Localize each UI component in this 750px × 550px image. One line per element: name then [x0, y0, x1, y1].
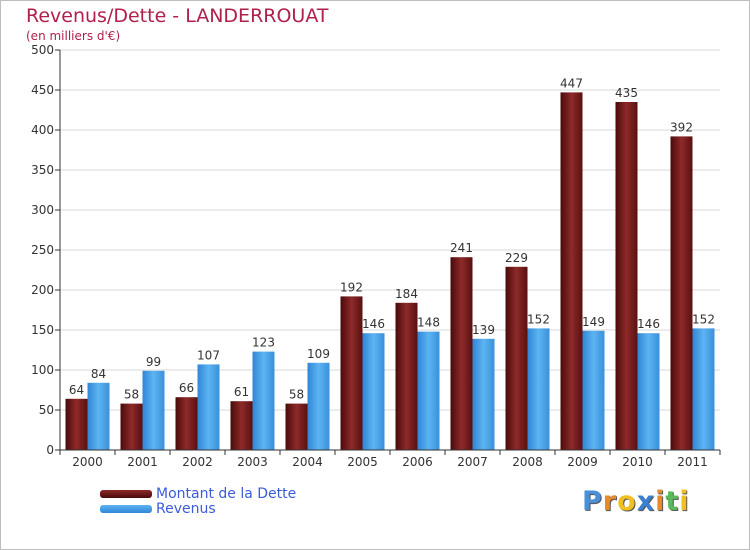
data-label-revenus: 107 — [197, 348, 220, 362]
legend-label-debt: Montant de la Dette — [156, 485, 297, 502]
y-tick-label: 50 — [39, 403, 54, 417]
y-tick-label: 450 — [31, 83, 54, 97]
logo-letter: i — [679, 486, 690, 517]
x-tick-label: 2008 — [512, 455, 543, 469]
data-label-revenus: 146 — [362, 317, 385, 331]
bar-debt — [120, 403, 143, 450]
chart-subtitle: (en milliers d'€) — [26, 29, 121, 43]
data-label-debt: 229 — [505, 251, 528, 265]
data-label-revenus: 109 — [307, 347, 330, 361]
bar-revenus — [582, 330, 605, 450]
data-label-revenus: 139 — [472, 323, 495, 337]
x-tick-label: 2006 — [402, 455, 433, 469]
y-tick-label: 500 — [31, 43, 54, 57]
data-label-revenus: 99 — [146, 355, 161, 369]
legend-swatch-revenus — [100, 504, 152, 513]
legend-item-debt: Montant de la Dette — [100, 485, 297, 502]
bar-revenus — [472, 338, 495, 450]
bar-revenus — [637, 333, 660, 450]
bar-revenus — [197, 364, 220, 450]
y-tick-label: 400 — [31, 123, 54, 137]
logo-letter: r — [602, 486, 618, 517]
y-tick-label: 100 — [31, 363, 54, 377]
data-label-revenus: 123 — [252, 336, 275, 350]
data-label-debt: 184 — [395, 287, 418, 301]
data-label-debt: 192 — [340, 280, 363, 294]
bar-debt — [175, 397, 198, 450]
y-tick-label: 300 — [31, 203, 54, 217]
logo-letter: x — [636, 486, 656, 517]
logo-letter: t — [665, 486, 680, 517]
data-label-debt: 58 — [289, 388, 304, 402]
x-tick-label: 2011 — [677, 455, 708, 469]
bar-revenus — [307, 362, 330, 450]
x-tick-label: 2010 — [622, 455, 653, 469]
data-label-debt: 58 — [124, 388, 139, 402]
legend-swatch-debt — [100, 489, 152, 498]
y-tick-label: 250 — [31, 243, 54, 257]
bar-revenus — [362, 333, 385, 450]
x-tick-label: 2009 — [567, 455, 598, 469]
bar-debt — [670, 136, 693, 450]
x-tick-label: 2003 — [237, 455, 268, 469]
x-tick-label: 2004 — [292, 455, 323, 469]
bar-revenus — [252, 351, 275, 450]
bar-debt — [285, 403, 308, 450]
proxiti-logo: Proxiti — [582, 486, 690, 517]
data-label-debt: 64 — [69, 383, 84, 397]
data-label-revenus: 152 — [692, 312, 715, 326]
bar-debt — [65, 398, 88, 450]
bar-debt — [340, 296, 363, 450]
data-label-debt: 435 — [615, 86, 638, 100]
logo-letter: i — [655, 486, 666, 517]
data-label-revenus: 148 — [417, 316, 440, 330]
x-tick-label: 2002 — [182, 455, 213, 469]
bar-debt — [450, 257, 473, 450]
x-tick-label: 2007 — [457, 455, 488, 469]
data-label-revenus: 84 — [91, 367, 106, 381]
data-label-debt: 447 — [560, 76, 583, 90]
y-tick-label: 200 — [31, 283, 54, 297]
data-label-debt: 241 — [450, 241, 473, 255]
y-tick-label: 350 — [31, 163, 54, 177]
data-label-revenus: 149 — [582, 315, 605, 329]
x-tick-label: 2001 — [127, 455, 158, 469]
x-tick-label: 2005 — [347, 455, 378, 469]
legend-item-revenus: Revenus — [100, 500, 296, 517]
logo-letter: P — [582, 486, 603, 517]
chart-legend: Montant de la Dette Revenus — [100, 485, 297, 517]
bar-revenus — [527, 328, 550, 450]
logo-letter: o — [617, 486, 637, 517]
bar-revenus — [417, 331, 440, 450]
bar-debt — [560, 92, 583, 451]
data-label-revenus: 146 — [637, 317, 660, 331]
legend-label-revenus: Revenus — [156, 500, 216, 517]
data-label-debt: 66 — [179, 381, 194, 395]
bar-revenus — [87, 382, 110, 450]
bar-debt — [230, 401, 253, 450]
chart-title: Revenus/Dette - LANDERROUAT — [26, 5, 329, 27]
bar-revenus — [142, 370, 165, 450]
y-tick-label: 0 — [46, 443, 54, 457]
data-label-debt: 392 — [670, 120, 693, 134]
bar-debt — [615, 102, 638, 450]
bar-debt — [395, 302, 418, 450]
data-label-revenus: 152 — [527, 312, 550, 326]
x-tick-label: 2000 — [72, 455, 103, 469]
y-tick-label: 150 — [31, 323, 54, 337]
data-label-debt: 61 — [234, 385, 249, 399]
bar-debt — [505, 266, 528, 450]
bar-revenus — [692, 328, 715, 450]
